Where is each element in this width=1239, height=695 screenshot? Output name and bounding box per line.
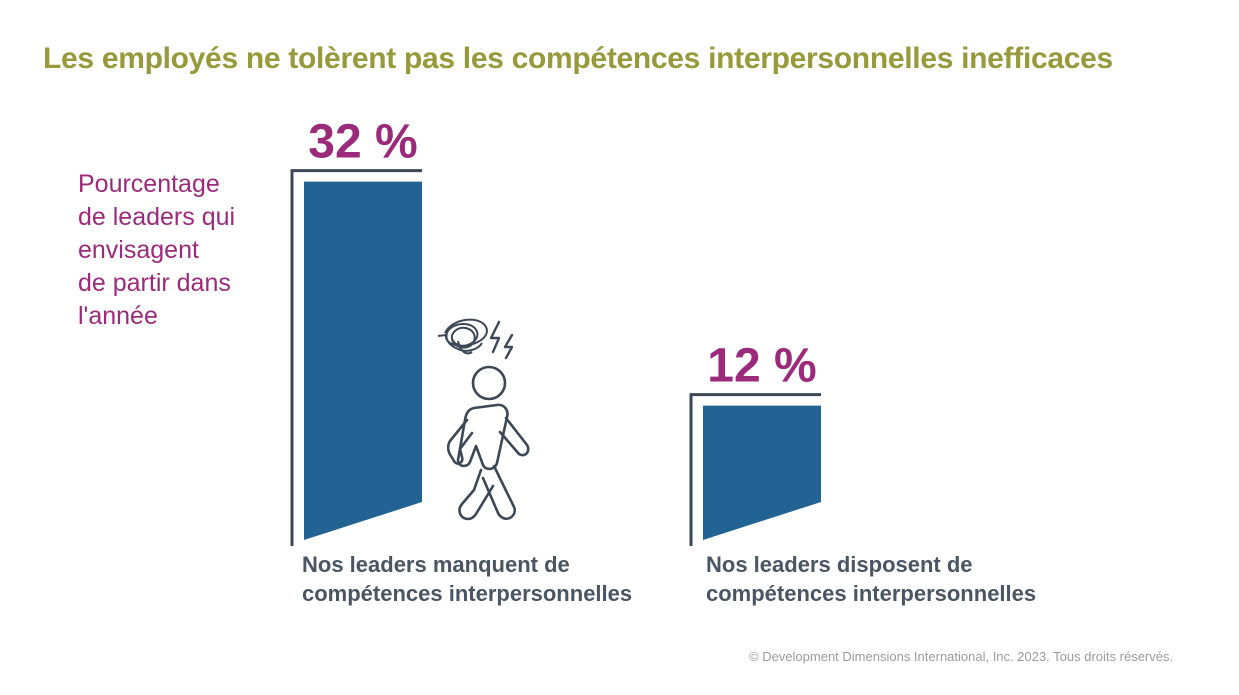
category-label-line: Nos leaders manquent de: [302, 552, 570, 577]
y-axis-description-line: de leaders qui: [78, 203, 236, 231]
copyright-notice: © Development Dimensions International, …: [749, 649, 1174, 664]
doorway-frame-icon: [689, 393, 821, 546]
bars-layer: 32 % 12 %: [290, 116, 821, 546]
y-axis-description-line: envisagent: [78, 236, 199, 264]
y-axis-description-line: Pourcentage: [78, 170, 220, 198]
lightning-frustration-icon: [489, 320, 514, 360]
y-axis-description-line: l'année: [78, 302, 158, 330]
chart-title: Les employés ne tolèrent pas les compéte…: [43, 42, 1113, 75]
scribble-frustration-icon: [437, 318, 488, 355]
category-label: Nos leaders manquent de compétences inte…: [302, 550, 632, 608]
bar-value-label: 32 %: [308, 116, 417, 169]
bar: [703, 405, 821, 540]
person-walking-away-icon: [446, 365, 530, 521]
category-label-line: compétences interpersonnelles: [302, 581, 633, 606]
bar: [304, 181, 422, 540]
category-label-line: Nos leaders disposent de: [706, 552, 973, 577]
y-axis-description-line: de partir dans: [78, 269, 231, 297]
y-axis-description: Pourcentage de leaders qui envisagent de…: [78, 168, 268, 333]
category-label-line: compétences interpersonnelles: [706, 581, 1037, 606]
bar-value-label: 12 %: [707, 340, 816, 393]
doorway-frame-icon: [290, 169, 422, 546]
category-label: Nos leaders disposent de compétences int…: [706, 550, 1036, 608]
